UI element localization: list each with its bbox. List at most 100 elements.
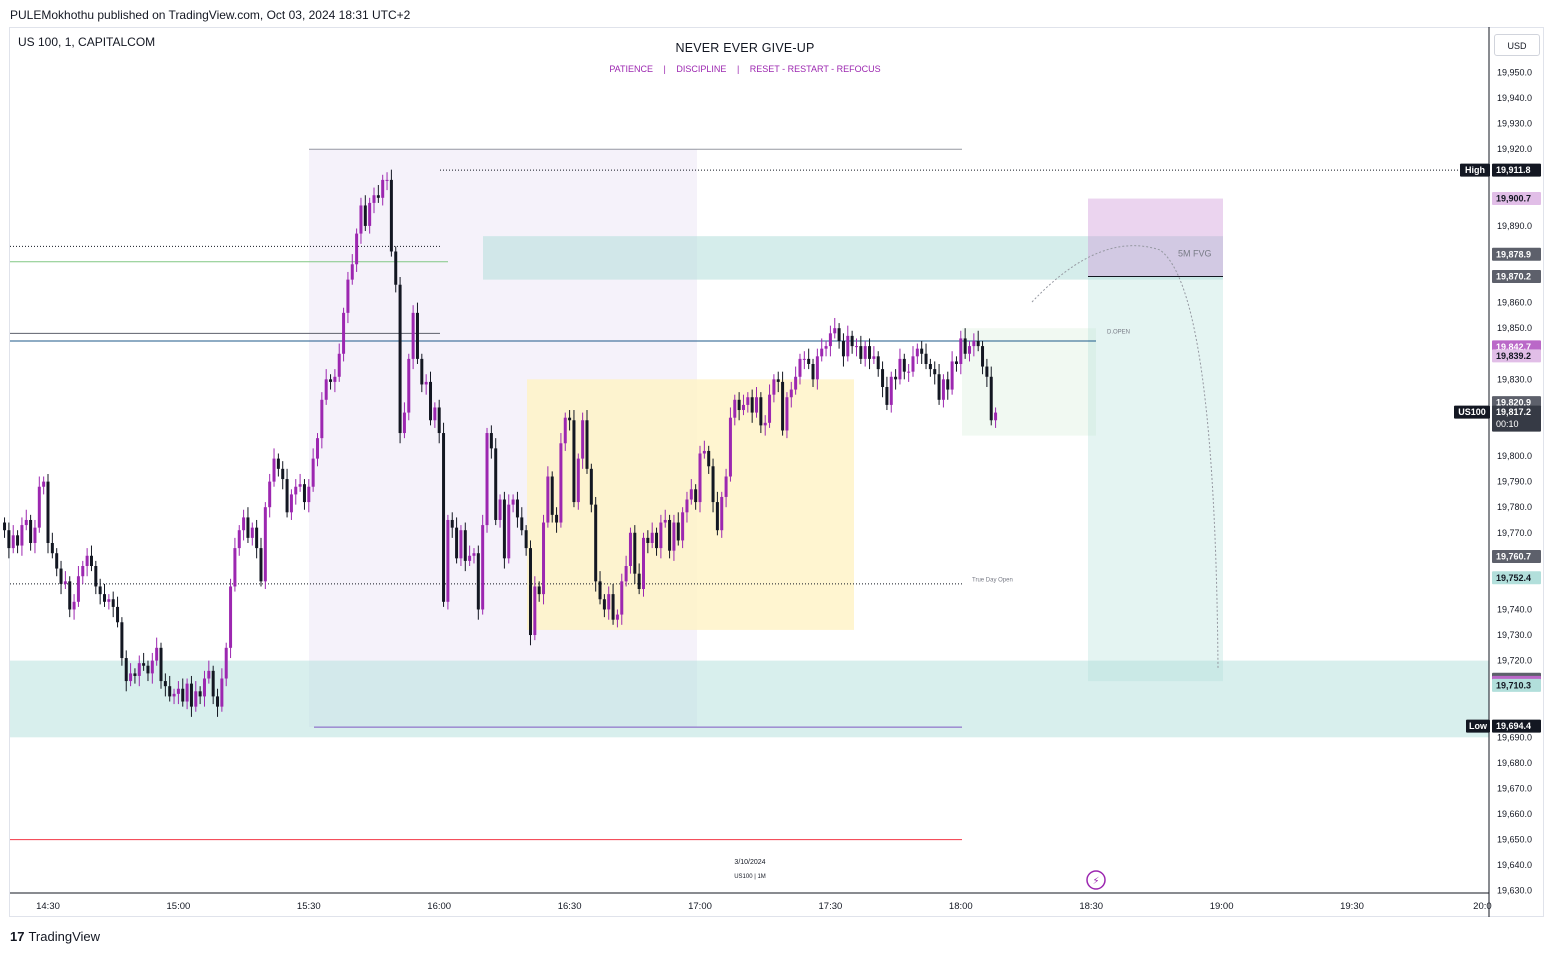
projection-arrow: [1031, 245, 1219, 669]
candle-body: [463, 530, 467, 561]
candle-body: [324, 379, 328, 400]
candle-body: [733, 399, 737, 418]
candle-body: [563, 417, 567, 444]
candle-body: [376, 195, 380, 198]
candle-body: [155, 647, 159, 661]
candle-body: [437, 407, 441, 434]
candle-body: [381, 179, 385, 198]
candle-body: [485, 433, 489, 526]
time-tick-label: 18:30: [1079, 901, 1103, 912]
candle-body: [329, 379, 333, 382]
candle-body: [159, 647, 163, 682]
candle-body: [459, 530, 463, 559]
candle-body: [368, 202, 372, 226]
yellow-consolidation-zone: [527, 379, 854, 630]
price-tick-label: 19,720.0: [1497, 656, 1532, 666]
candle-body: [902, 358, 906, 372]
candle-body: [476, 553, 480, 610]
candle-body: [607, 594, 611, 610]
candle-body: [133, 673, 137, 676]
candle-body: [954, 361, 958, 364]
price-tick-label: 19,780.0: [1497, 502, 1532, 512]
stop-zone: [1088, 198, 1223, 277]
candle-body: [550, 476, 554, 515]
candle-body: [268, 481, 272, 508]
time-tick-label: 15:00: [167, 901, 191, 912]
candle-body: [433, 407, 437, 421]
candle-body: [72, 601, 76, 610]
candle-body: [646, 537, 650, 543]
currency-button[interactable]: USD: [1494, 34, 1540, 56]
price-tick-label: 19,950.0: [1497, 68, 1532, 78]
candle-body: [868, 346, 872, 359]
candle-body: [615, 614, 619, 620]
candle-body: [498, 499, 502, 520]
brand-label: TradingView: [28, 929, 101, 944]
candle-body: [850, 335, 854, 347]
candle-body: [63, 581, 67, 584]
candle-body: [650, 532, 654, 543]
candle-body: [333, 376, 337, 382]
candle-body: [872, 356, 876, 359]
candle-body: [898, 358, 902, 380]
tradingview-brand[interactable]: 17 TradingView: [10, 929, 100, 944]
candle-body: [111, 599, 115, 607]
candle-body: [16, 535, 20, 546]
candle-body: [246, 517, 250, 538]
price-label-text: 19,694.4: [1496, 721, 1531, 731]
price-label-text: 19,842.7: [1496, 342, 1531, 352]
candle-body: [572, 420, 576, 503]
candle-body: [863, 346, 867, 359]
candle-body: [824, 346, 828, 349]
candle-body: [103, 594, 107, 602]
candle-body: [637, 573, 641, 590]
target-zone: [1088, 277, 1223, 682]
candle-body: [355, 233, 359, 265]
time-tick-label: 20:0: [1473, 901, 1492, 912]
candle-body: [576, 458, 580, 503]
candle-body: [624, 566, 628, 582]
candle-body: [702, 450, 706, 454]
dopen-zone: [962, 328, 1096, 436]
candle-body: [42, 481, 46, 487]
candle-body: [841, 340, 845, 357]
candle-body: [559, 443, 563, 523]
candle-body: [168, 686, 172, 697]
price-label-box: [1492, 247, 1541, 261]
time-tick-label: 15:30: [297, 901, 321, 912]
subtitle-patience: PATIENCE: [609, 64, 654, 74]
candle-body: [455, 527, 459, 559]
candle-body: [772, 379, 776, 395]
candle-body: [963, 338, 967, 354]
candle-body: [928, 363, 932, 370]
candle-body: [29, 519, 33, 543]
candle-body: [237, 530, 241, 549]
price-label-text: 19,817.2: [1496, 407, 1531, 417]
candle-body: [915, 348, 919, 357]
candle-body: [207, 670, 211, 679]
candle-body: [389, 179, 393, 252]
candle-body: [198, 691, 202, 697]
candle-body: [976, 340, 980, 347]
header-title: NEVER EVER GIVE-UP: [675, 41, 815, 55]
candle-body: [302, 484, 306, 503]
candle-body: [689, 489, 693, 500]
candle-body: [116, 606, 120, 623]
price-label-text: 19,820.9: [1496, 398, 1531, 408]
time-tick-label: 18:00: [949, 901, 973, 912]
candle-body: [107, 599, 111, 602]
price-tick-label: 19,660.0: [1497, 809, 1532, 819]
candle-body: [781, 381, 785, 431]
price-tick-label: 19,770.0: [1497, 528, 1532, 538]
candle-body: [659, 522, 663, 549]
candles-layer: [3, 169, 998, 717]
candle-body: [528, 548, 532, 636]
chart-frame: [9, 27, 1544, 917]
candle-body: [911, 356, 915, 372]
candle-body: [611, 594, 615, 620]
symbol-line[interactable]: US 100, 1, CAPITALCOM: [18, 35, 156, 49]
candle-body: [950, 361, 954, 390]
price-label-text: 19,878.9: [1496, 249, 1531, 259]
candle-body: [229, 586, 233, 648]
